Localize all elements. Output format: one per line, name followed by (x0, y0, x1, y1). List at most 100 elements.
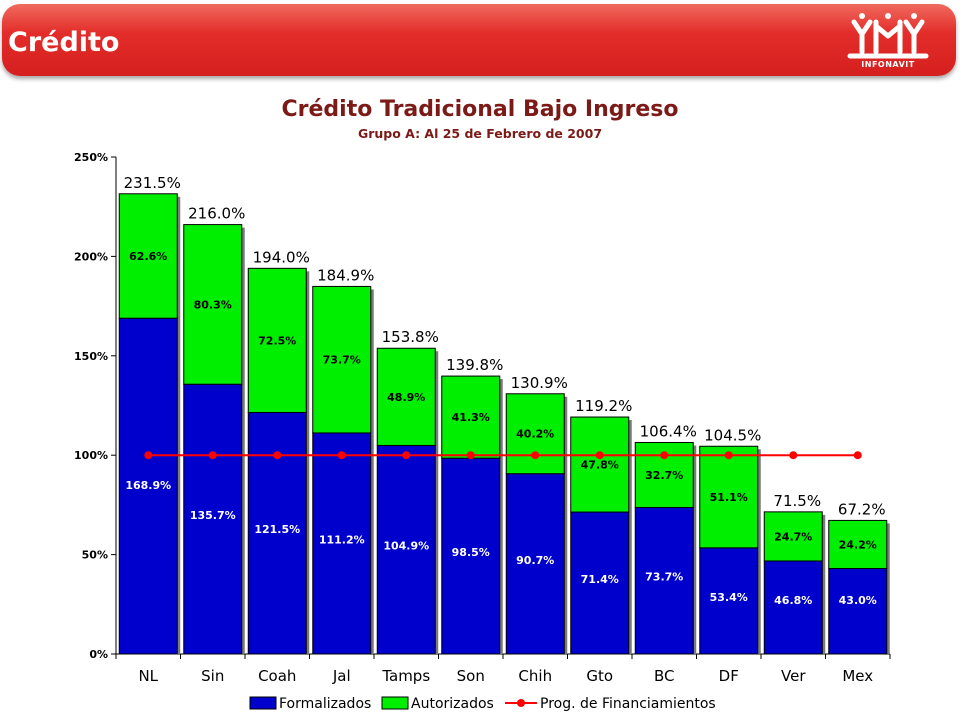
marker-prog-financiamientos (144, 451, 153, 460)
marker-prog-financiamientos (208, 451, 217, 460)
y-tick-label: 0% (89, 648, 108, 661)
data-label-total: 119.2% (575, 397, 632, 415)
data-label-total: 184.9% (317, 266, 374, 284)
legend-marker-prog (517, 699, 525, 707)
bar-autorizados-Sin (183, 224, 243, 385)
y-tick-label: 100% (74, 449, 108, 462)
marker-prog-financiamientos (531, 451, 540, 460)
bar-formalizados-Tamps (376, 444, 436, 655)
y-tick-label: 50% (82, 549, 108, 562)
data-label-formalizados: 104.9% (383, 540, 429, 553)
data-label-formalizados: 43.0% (839, 594, 877, 607)
y-tick-label: 250% (74, 151, 108, 164)
chart-subtitle: Grupo A: Al 25 de Febrero de 2007 (357, 126, 603, 141)
data-label-formalizados: 168.9% (125, 479, 171, 492)
x-tick-label: Chih (518, 667, 552, 685)
data-label-autorizados: 73.7% (323, 354, 361, 367)
data-label-autorizados: 80.3% (194, 298, 232, 311)
bar-autorizados-Chih (505, 393, 565, 475)
bar-autorizados-Mex (828, 519, 888, 570)
data-label-formalizados: 71.4% (581, 573, 619, 586)
legend-swatch-autorizados (381, 696, 409, 710)
bar-formalizados-Son (441, 457, 501, 655)
bar-formalizados-Gto (570, 511, 630, 655)
bar-formalizados-Ver (763, 560, 823, 655)
data-label-autorizados: 51.1% (710, 491, 748, 504)
bar-formalizados-Jal (312, 432, 372, 655)
legend-label-autorizados: Autorizados (411, 696, 494, 712)
marker-prog-financiamientos (337, 451, 346, 460)
data-label-total: 104.5% (704, 426, 761, 444)
bar-formalizados-Chih (505, 473, 565, 655)
data-label-formalizados: 98.5% (452, 546, 490, 559)
data-label-total: 71.5% (773, 492, 821, 510)
y-tick-label: 200% (74, 250, 108, 263)
legend-swatch-formalizados (249, 696, 277, 710)
marker-prog-financiamientos (273, 451, 282, 460)
marker-prog-financiamientos (789, 451, 798, 460)
chart-title: Crédito Tradicional Bajo Ingreso (281, 97, 679, 122)
x-tick-label: Son (457, 667, 485, 685)
page-title: Crédito (8, 27, 120, 58)
data-label-total: 153.8% (382, 328, 439, 346)
data-label-total: 216.0% (188, 205, 245, 223)
x-tick-label: BC (654, 667, 675, 685)
data-label-autorizados: 32.7% (645, 469, 683, 482)
bar-autorizados-DF (699, 445, 759, 549)
bar-autorizados-Coah (247, 267, 307, 413)
legend-label-prog: Prog. de Financiamientos (540, 696, 716, 712)
infonavit-logo-icon (847, 13, 929, 59)
data-label-autorizados: 24.2% (839, 538, 877, 551)
bar-formalizados-NL (118, 317, 178, 655)
data-label-total: 67.2% (838, 500, 886, 518)
data-label-formalizados: 111.2% (319, 533, 365, 546)
marker-prog-financiamientos (595, 451, 604, 460)
data-label-autorizados: 62.6% (129, 250, 167, 263)
marker-prog-financiamientos (402, 451, 411, 460)
data-label-total: 130.9% (511, 374, 568, 392)
x-tick-label: DF (719, 667, 739, 685)
data-label-total: 139.8% (446, 356, 503, 374)
x-tick-label: Jal (332, 667, 351, 685)
x-tick-label: Coah (258, 667, 296, 685)
data-label-formalizados: 46.8% (774, 594, 812, 607)
bar-autorizados-Jal (312, 285, 372, 434)
bar-autorizados-Tamps (376, 347, 436, 446)
bar-formalizados-Sin (183, 383, 243, 655)
marker-prog-financiamientos (724, 451, 733, 460)
data-label-formalizados: 90.7% (516, 554, 554, 567)
data-label-formalizados: 135.7% (190, 509, 236, 522)
bar-autorizados-NL (118, 193, 178, 319)
data-label-autorizados: 47.8% (581, 459, 619, 472)
data-label-total: 231.5% (124, 174, 181, 192)
marker-prog-financiamientos (660, 451, 669, 460)
data-label-total: 106.4% (640, 422, 697, 440)
bar-autorizados-Gto (570, 416, 630, 513)
bar-autorizados-Ver (763, 511, 823, 562)
x-tick-label: Gto (586, 667, 613, 685)
y-tick-label: 150% (74, 350, 108, 363)
data-label-autorizados: 48.9% (387, 391, 425, 404)
data-label-formalizados: 73.7% (645, 571, 683, 584)
data-label-autorizados: 24.7% (774, 530, 812, 543)
data-label-autorizados: 40.2% (516, 428, 554, 441)
marker-prog-financiamientos (466, 451, 475, 460)
legend-label-formalizados: Formalizados (279, 696, 371, 712)
x-tick-label: Tamps (381, 667, 430, 685)
logo-wordmark: INFONAVIT (861, 60, 915, 69)
x-tick-label: Ver (781, 667, 806, 685)
data-label-autorizados: 72.5% (258, 334, 296, 347)
data-label-total: 194.0% (253, 248, 310, 266)
x-tick-label: Mex (842, 667, 873, 685)
bar-formalizados-DF (699, 547, 759, 655)
bar-formalizados-BC (634, 506, 694, 655)
bar-autorizados-Son (441, 375, 501, 459)
bar-formalizados-Mex (828, 568, 888, 655)
x-tick-label: Sin (201, 667, 224, 685)
header-banner: Crédito (2, 4, 956, 76)
data-label-formalizados: 121.5% (254, 523, 300, 536)
marker-prog-financiamientos (853, 451, 862, 460)
x-tick-label: NL (138, 667, 158, 685)
data-label-formalizados: 53.4% (710, 591, 748, 604)
